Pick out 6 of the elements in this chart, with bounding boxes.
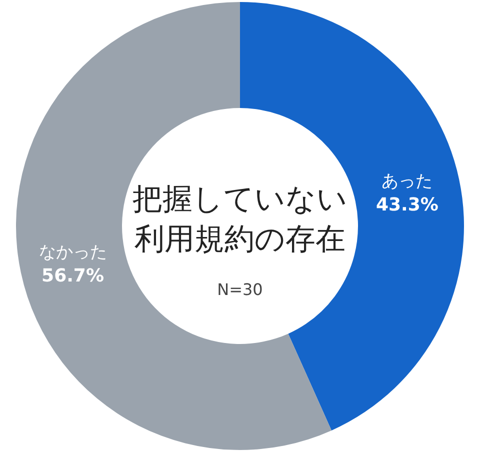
- data-label: 56.7%: [42, 266, 104, 287]
- slice-label: なかった: [38, 242, 107, 263]
- text: N=30: [216, 280, 264, 299]
- text: 把握していない利用規約の存在: [132, 181, 348, 259]
- slice-label: あった: [382, 171, 433, 192]
- data-label: 43.3%: [376, 194, 438, 216]
